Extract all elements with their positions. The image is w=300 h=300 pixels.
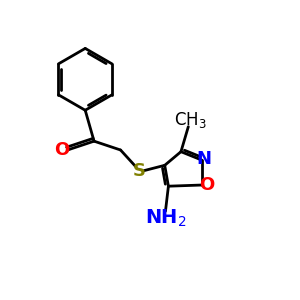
Text: O: O <box>54 141 69 159</box>
Text: O: O <box>200 176 215 194</box>
Text: S: S <box>133 162 146 180</box>
Text: NH$_2$: NH$_2$ <box>145 208 186 229</box>
Text: N: N <box>196 150 211 168</box>
Text: CH$_3$: CH$_3$ <box>174 110 207 130</box>
